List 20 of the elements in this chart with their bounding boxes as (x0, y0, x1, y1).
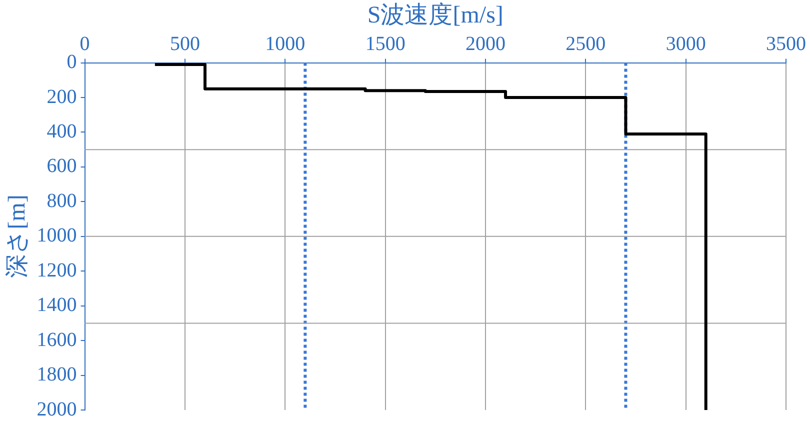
y-axis-title: 深さ[m] (4, 194, 31, 278)
y-tick-label: 400 (46, 120, 77, 142)
y-tick-label: 1800 (36, 364, 77, 386)
y-tick-label: 800 (46, 190, 77, 212)
y-tick-label: 1400 (36, 294, 77, 316)
x-tick-label: 3500 (766, 33, 806, 56)
x-axis-title: S波速度[m/s] (367, 2, 504, 29)
x-tick-label: 2000 (465, 33, 506, 56)
y-tick-label: 2000 (36, 398, 77, 420)
x-tick-label: 3000 (666, 33, 706, 56)
y-tick-label: 600 (46, 155, 77, 178)
x-tick-label: 2500 (566, 33, 606, 56)
x-tick-label: 500 (170, 33, 200, 56)
x-tick-label: 1500 (365, 33, 406, 56)
y-tick-label: 200 (46, 86, 77, 108)
x-tick-label: 1000 (265, 33, 306, 56)
y-tick-label: 1000 (36, 224, 77, 247)
y-tick-label: 1600 (36, 328, 77, 351)
y-tick-label: 0 (66, 51, 77, 74)
y-tick-label: 1200 (36, 259, 77, 282)
